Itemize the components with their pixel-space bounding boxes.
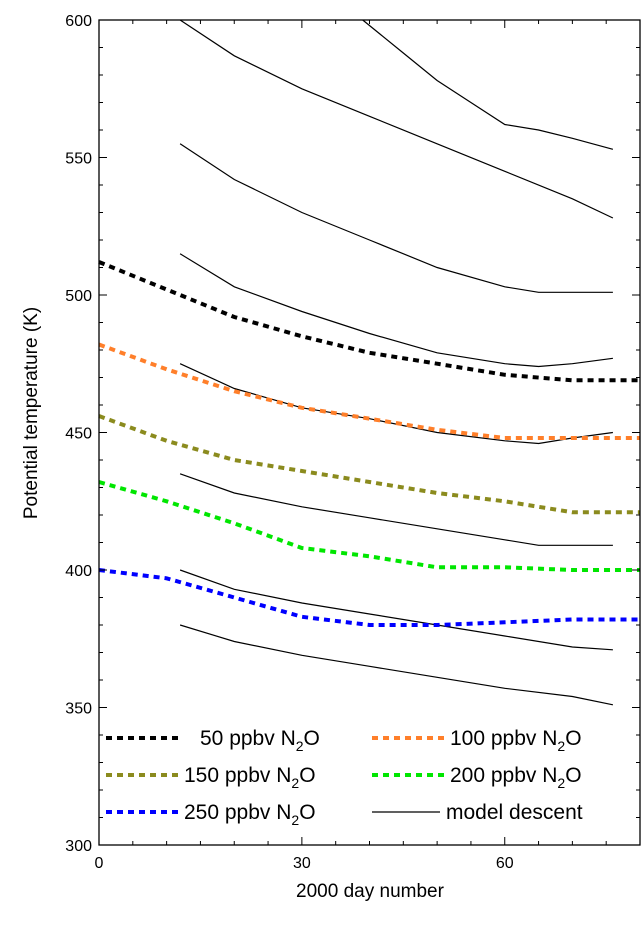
plot-lines [98,19,640,706]
y-tick-label: 400 [65,563,92,580]
legend: 50 ppbv N2O 100 ppbv N2O 150 ppbv N2O 200 p… [106,727,583,828]
x-tick-label: 0 [95,855,104,872]
model-descent-line-8 [179,624,614,706]
model-descent-line-7 [179,569,613,651]
x-tick-label: 30 [293,855,311,872]
n2o-series-line-5 [98,568,640,627]
n2o-series-line-3 [98,414,640,515]
legend-label-1: 50 ppbv N2O [200,727,320,754]
model-descent-line-5 [179,363,613,445]
model-descent-line-1 [179,19,614,219]
axes: 300 350 400 450 500 550 600 0 30 60 [65,13,641,872]
model-descent-line-6 [179,473,613,546]
model-descent-line-2 [362,19,614,150]
legend-label-2: 100 ppbv N2O [450,727,582,754]
y-tick-label: 600 [65,13,92,30]
model-descent-line-3 [179,143,613,293]
n2o-series-line-4 [98,480,640,572]
legend-label-5: 250 ppbv N2O [184,801,316,828]
x-axis-title: 2000 day number [296,881,445,902]
y-tick-label: 450 [65,426,92,443]
legend-background [104,722,632,826]
model-descent-line-4 [179,253,613,368]
y-axis-title: Potential temperature (K) [21,307,42,519]
legend-label-model: model descent [446,801,583,824]
y-tick-label: 300 [65,838,92,855]
y-tick-label: 550 [65,151,92,168]
y-tick-label: 350 [65,701,92,718]
y-tick-label: 500 [65,288,92,305]
legend-label-4: 200 ppbv N2O [450,764,582,791]
n2o-series-line-2 [98,342,640,440]
legend-label-3: 150 ppbv N2O [184,764,316,791]
n2o-series-line-1 [98,260,640,383]
x-tick-label: 60 [496,855,514,872]
